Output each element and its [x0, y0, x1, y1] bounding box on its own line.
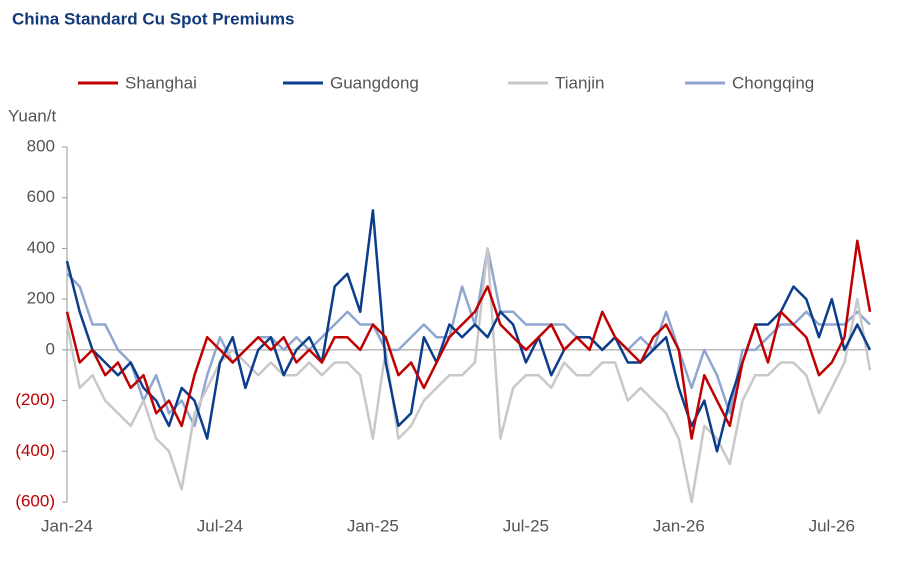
- legend-label: Chongqing: [732, 73, 814, 92]
- legend-label: Guangdong: [330, 73, 419, 92]
- x-tick-label: Jan-26: [653, 516, 705, 535]
- x-tick-label: Jan-24: [41, 516, 93, 535]
- x-tick-label: Jul-25: [503, 516, 549, 535]
- y-tick-label: 600: [27, 187, 55, 206]
- y-axis-label: Yuan/t: [8, 106, 56, 125]
- y-tick-label: 400: [27, 238, 55, 257]
- y-tick-label: 200: [27, 289, 55, 308]
- series-line: [65, 247, 872, 504]
- y-tick-label: 800: [27, 136, 55, 155]
- series-line: [65, 239, 872, 440]
- y-tick-label: (200): [15, 390, 55, 409]
- chart-title: China Standard Cu Spot Premiums: [12, 9, 294, 28]
- x-tick-label: Jul-24: [197, 516, 243, 535]
- y-tick-label: (600): [15, 491, 55, 510]
- legend-label: Shanghai: [125, 73, 197, 92]
- x-tick-label: Jul-26: [809, 516, 855, 535]
- series-line: [65, 209, 872, 453]
- legend-label: Tianjin: [555, 73, 604, 92]
- y-tick-label: 0: [46, 339, 55, 358]
- x-tick-label: Jan-25: [347, 516, 399, 535]
- y-tick-label: (400): [15, 441, 55, 460]
